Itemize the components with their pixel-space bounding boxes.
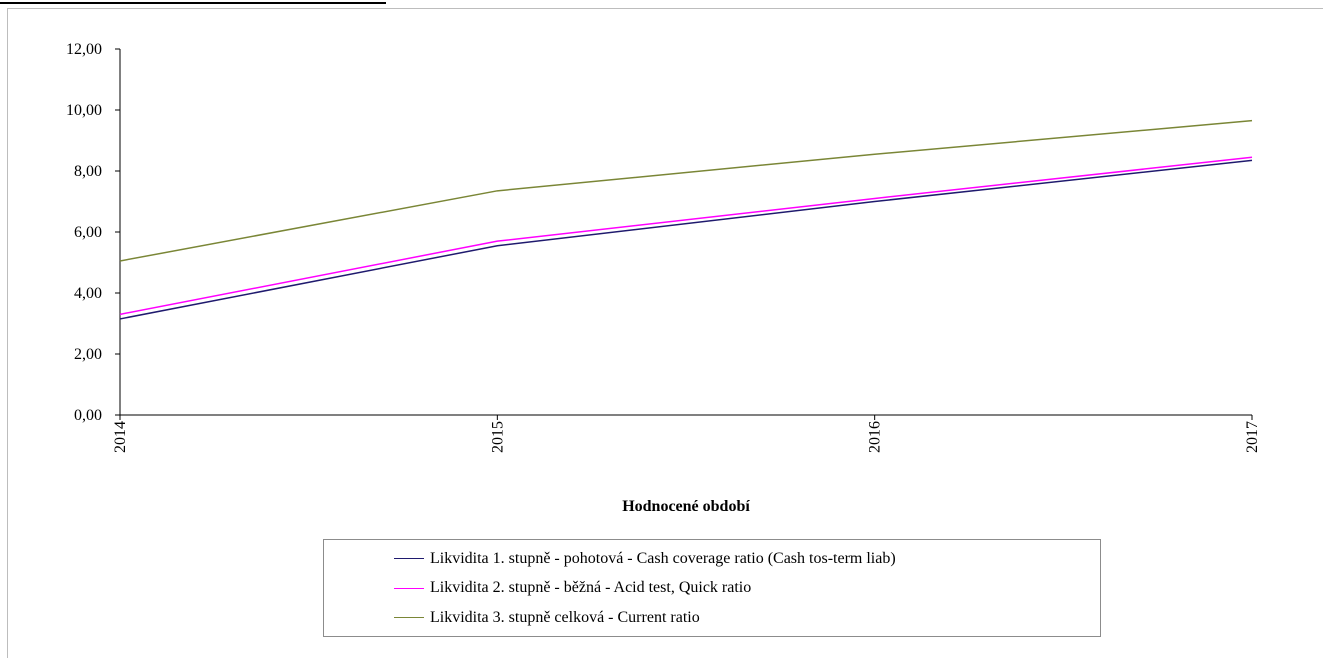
- legend-item: Likvidita 2. stupně - běžná - Acid test,…: [324, 574, 1100, 604]
- x-tick-label: 2017: [1244, 421, 1261, 453]
- legend-item: Likvidita 3. stupně celková - Current ra…: [324, 603, 1100, 633]
- series-line-2: [119, 156, 1253, 316]
- x-axis-title: Hodnocené období: [622, 498, 750, 515]
- y-tick-label: 12,00: [66, 41, 102, 58]
- y-tick-label: 6,00: [74, 224, 102, 241]
- y-tick-label: 8,00: [74, 163, 102, 180]
- series-lines: [119, 119, 1253, 320]
- chart-axes: [119, 49, 1252, 416]
- chart-frame: [7, 8, 1323, 658]
- legend-swatch: [394, 587, 424, 589]
- legend-label: Likvidita 1. stupně - pohotová - Cash co…: [430, 549, 896, 567]
- legend-item: Likvidita 1. stupně - pohotová - Cash co…: [324, 544, 1100, 574]
- y-tick-label: 4,00: [74, 285, 102, 302]
- x-tick-label: 2016: [867, 421, 884, 453]
- y-tick-label: 0,00: [74, 407, 102, 424]
- y-tick-label: 10,00: [66, 102, 102, 119]
- legend-swatch: [394, 617, 424, 619]
- y-axis-ticks: 0,00 2,00 4,00 6,00 8,00 10,00 12,00: [66, 41, 120, 424]
- legend: Likvidita 1. stupně - pohotová - Cash co…: [323, 539, 1101, 637]
- top-border-line: [0, 0, 386, 4]
- series-line-1: [119, 159, 1253, 320]
- legend-label: Likvidita 3. stupně celková - Current ra…: [430, 608, 700, 626]
- y-tick-label: 2,00: [74, 346, 102, 363]
- x-axis-ticks: 2014 2015 2016 2017: [112, 415, 1261, 453]
- x-tick-label: 2014: [112, 421, 129, 453]
- x-tick-label: 2015: [489, 421, 506, 453]
- legend-label: Likvidita 2. stupně - běžná - Acid test,…: [430, 579, 752, 597]
- legend-swatch: [394, 558, 424, 560]
- series-line-3: [119, 119, 1253, 262]
